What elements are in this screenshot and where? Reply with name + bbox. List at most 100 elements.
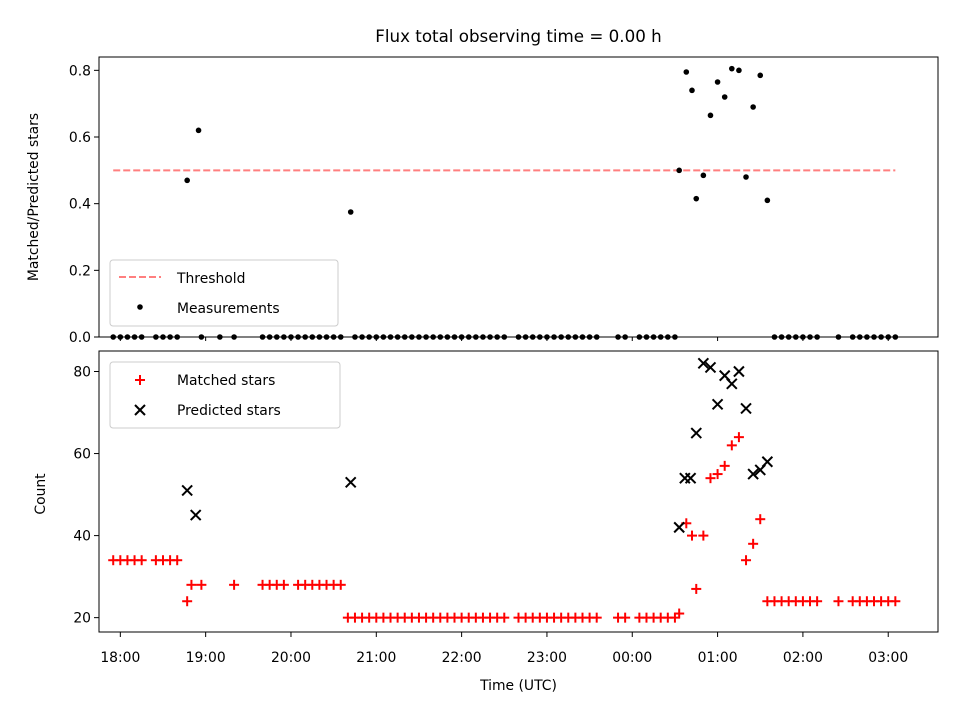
chart-title: Flux total observing time = 0.00 h (375, 26, 661, 46)
predicted-star-d2 (761, 456, 774, 468)
matched-star-point (196, 579, 207, 590)
matched-star-point (499, 612, 510, 623)
measurement-point (184, 177, 190, 184)
top-y-tick-label: 0.6 (69, 130, 91, 146)
top-panel: 0.0 0.2 0.4 0.6 0.8 Threshold Measurements (69, 56, 939, 346)
matched-star-point (186, 579, 197, 590)
predicted-star-d2 (726, 378, 738, 390)
measurement-point (683, 69, 690, 75)
x-tick-label: 01:00 (698, 650, 738, 666)
top-y-tick-label: 0.8 (69, 63, 91, 79)
measurement-point (347, 209, 354, 215)
measurement-point (700, 172, 707, 179)
measurement-point (714, 79, 721, 85)
x-tick-label: 23:00 (527, 650, 567, 666)
top-y-axis-label: Matched/Predicted stars (26, 113, 42, 281)
predicted-star-d2 (344, 476, 357, 488)
matched-star-point (278, 579, 289, 590)
matched-star-point (719, 460, 730, 471)
matched-star-point (591, 612, 602, 623)
legend-matched-swatch (135, 375, 145, 385)
top-legend-box (109, 259, 339, 327)
measurement-point (707, 112, 714, 119)
matched-star-point (705, 473, 716, 484)
predicted-star-d2 (189, 509, 202, 521)
matched-star-point (335, 579, 346, 590)
top-y-tick-label: 0.0 (69, 330, 91, 346)
measurement-point (729, 65, 735, 72)
predicted-star-point (684, 472, 697, 484)
predicted-star-d2 (673, 521, 685, 534)
matched-star-point (691, 583, 702, 594)
legend-matched-label: Matched stars (177, 373, 275, 389)
matched-star-point (726, 440, 737, 451)
matched-star-point (674, 608, 685, 619)
legend-measurements-label: Measurements (177, 301, 280, 317)
predicted-star-point (704, 361, 717, 374)
matched-star-point (833, 596, 844, 607)
predicted-star-d2 (704, 361, 717, 374)
predicted-star-d2 (690, 427, 702, 439)
matched-star-point (182, 596, 193, 607)
predicted-star-point (726, 378, 738, 390)
predicted-star-point (673, 521, 685, 534)
predicted-star-d2 (733, 365, 745, 378)
measurement-point (676, 167, 682, 174)
predicted-star-point (761, 456, 774, 468)
bottom-legend: Matched stars Predicted stars (109, 361, 341, 429)
bottom-y-tick-label: 80 (73, 365, 91, 381)
x-tick-label: 18:00 (100, 650, 140, 666)
legend-predicted-d2 (134, 404, 146, 416)
x-tick-label: 02:00 (783, 650, 823, 666)
measurement-point (764, 197, 771, 204)
bottom-y-tick-label: 20 (73, 611, 91, 627)
matched-star-point (712, 469, 723, 480)
x-tick-label: 21:00 (356, 650, 396, 666)
bottom-panel: 20 40 60 80 18:00 19:00 20:00 21:00 22:00 23:00 00… (73, 350, 939, 666)
matched-star-point (686, 530, 697, 541)
predicted-star-d2 (740, 402, 752, 415)
x-tick-label: 00:00 (612, 650, 652, 666)
matched-star-point (890, 596, 901, 607)
predicted-star-d2 (181, 484, 193, 497)
x-tick-label: 03:00 (868, 650, 908, 666)
predicted-star-d2 (718, 369, 731, 382)
x-axis-label: Time (UTC) (479, 678, 557, 694)
predicted-star-d2 (711, 398, 724, 411)
bottom-axes-frame (98, 350, 939, 633)
legend-predicted-swatch (134, 404, 146, 416)
x-tick-label: 20:00 (271, 650, 311, 666)
top-legend: Threshold Measurements (109, 259, 339, 327)
matched-star-point (755, 514, 766, 525)
predicted-star-point (747, 468, 759, 480)
matched-star-point (741, 555, 752, 566)
predicted-star-point (181, 484, 193, 497)
top-axes-frame (98, 56, 939, 338)
predicted-star-point (733, 365, 745, 378)
measurement-point (750, 104, 756, 110)
predicted-star-point (740, 402, 752, 415)
measurement-point (757, 72, 764, 79)
predicted-star-d2 (747, 468, 759, 480)
top-y-tick-label: 0.4 (69, 197, 91, 213)
x-tick-label: 19:00 (186, 650, 226, 666)
bottom-y-tick-label: 40 (73, 529, 91, 545)
predicted-star-point (690, 427, 702, 439)
measurement-point (743, 174, 749, 180)
bottom-y-tick-label: 60 (73, 447, 91, 463)
measurement-point (195, 127, 202, 134)
predicted-star-point (711, 398, 724, 411)
matched-star-point (748, 538, 759, 549)
matched-star-point (698, 530, 709, 541)
x-tick-label: 22:00 (442, 650, 482, 666)
measurement-point (693, 195, 700, 202)
legend-predicted-label: Predicted stars (177, 403, 281, 419)
top-y-tick-label: 0.2 (69, 263, 91, 279)
predicted-star-point (697, 357, 710, 370)
legend-threshold-label: Threshold (176, 271, 245, 287)
measurement-point (689, 87, 695, 94)
predicted-star-d2 (697, 357, 710, 370)
measurement-point (721, 94, 728, 100)
